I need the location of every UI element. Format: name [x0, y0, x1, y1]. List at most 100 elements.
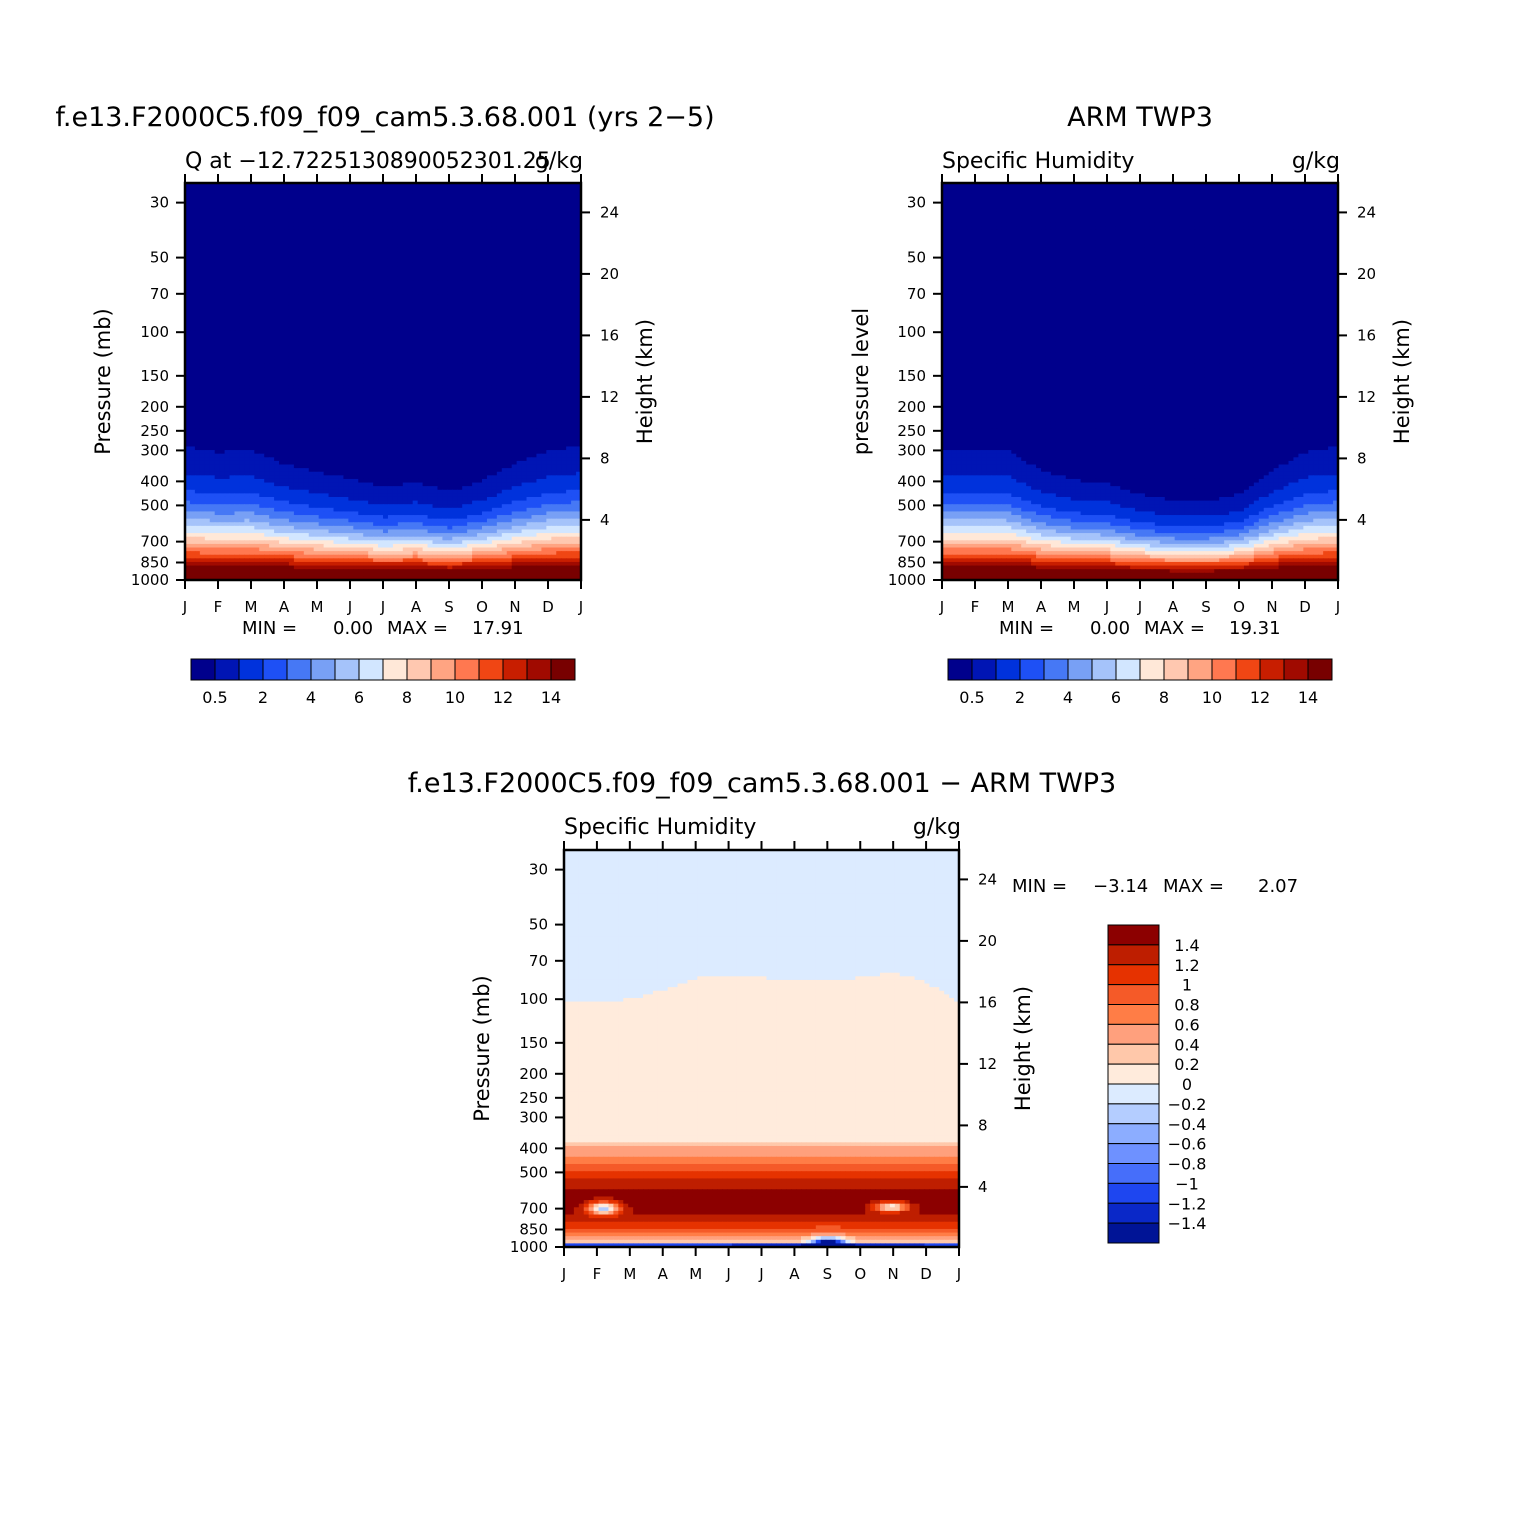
- contour-cell: [229, 392, 236, 397]
- contour-cell: [194, 215, 201, 220]
- contour-cell: [259, 211, 265, 217]
- contour-cell: [348, 323, 354, 328]
- contour-cell: [521, 262, 528, 267]
- contour-cell: [234, 370, 241, 375]
- contour-cell: [402, 222, 409, 227]
- contour-cell: [526, 280, 533, 285]
- contour-cell: [293, 229, 300, 235]
- contour-cell: [308, 215, 315, 220]
- contour-cell: [491, 305, 498, 310]
- contour-cell: [467, 320, 473, 325]
- contour-cell: [511, 298, 518, 303]
- contour-cell: [269, 327, 275, 332]
- contour-cell: [298, 406, 305, 411]
- contour-cell: [338, 215, 344, 220]
- contour-cell: [556, 219, 562, 224]
- contour-cell: [511, 377, 518, 383]
- contour-cell: [194, 399, 201, 404]
- contour-cell: [442, 201, 448, 206]
- contour-cell: [194, 284, 201, 289]
- contour-cell: [526, 287, 533, 292]
- contour-cell: [417, 349, 424, 354]
- contour-cell: [506, 302, 513, 307]
- contour-cell: [368, 262, 374, 267]
- contour-cell: [452, 316, 458, 321]
- contour-cell: [293, 215, 300, 220]
- contour-cell: [323, 352, 330, 357]
- contour-cell: [323, 330, 330, 336]
- contour-cell: [308, 302, 315, 307]
- contour-cell: [477, 323, 483, 328]
- contour-cell: [318, 219, 325, 224]
- contour-cell: [402, 219, 409, 224]
- contour-cell: [427, 215, 434, 220]
- contour-cell: [452, 280, 458, 285]
- contour-cell: [432, 197, 439, 202]
- contour-cell: [368, 359, 374, 365]
- contour-cell: [541, 377, 547, 383]
- contour-cell: [219, 374, 226, 379]
- contour-cell: [323, 211, 330, 217]
- contour-cell: [199, 284, 206, 289]
- contour-cell: [288, 258, 295, 263]
- contour-cell: [244, 330, 250, 336]
- contour-cell: [368, 388, 374, 393]
- contour-cell: [496, 388, 503, 393]
- contour-cell: [417, 327, 424, 332]
- contour-cell: [477, 183, 483, 188]
- contour-cell: [313, 287, 320, 292]
- contour-cell: [214, 229, 221, 235]
- contour-cell: [412, 197, 419, 202]
- contour-cell: [214, 211, 221, 217]
- contour-cell: [189, 262, 196, 267]
- contour-cell: [185, 302, 191, 307]
- contour-cell: [531, 222, 538, 227]
- contour-cell: [353, 222, 359, 227]
- contour-cell: [224, 381, 231, 386]
- contour-cell: [229, 193, 236, 199]
- contour-cell: [506, 251, 513, 256]
- contour-cell: [318, 280, 325, 285]
- contour-cell: [407, 338, 414, 343]
- contour-cell: [486, 338, 493, 343]
- contour-cell: [338, 395, 344, 401]
- contour-cell: [254, 381, 260, 386]
- contour-cell: [303, 215, 310, 220]
- contour-cell: [472, 284, 478, 289]
- contour-cell: [298, 370, 305, 375]
- contour-cell: [308, 370, 315, 375]
- contour-cell: [204, 323, 211, 328]
- contour-cell: [477, 287, 483, 292]
- contour-cell: [269, 406, 275, 411]
- contour-cell: [194, 302, 201, 307]
- contour-cell: [358, 211, 364, 217]
- contour-cell: [561, 262, 567, 267]
- contour-cell: [214, 183, 221, 188]
- contour-cell: [412, 201, 419, 206]
- contour-cell: [561, 247, 567, 253]
- contour-cell: [264, 190, 270, 195]
- contour-cell: [209, 269, 216, 274]
- contour-cell: [556, 305, 562, 310]
- contour-cell: [432, 244, 439, 249]
- contour-cell: [467, 197, 473, 202]
- contour-cell: [526, 291, 533, 296]
- contour-cell: [486, 215, 493, 220]
- contour-cell: [521, 197, 528, 202]
- contour-cell: [254, 269, 260, 274]
- contour-cell: [496, 237, 503, 242]
- contour-cell: [486, 385, 493, 390]
- contour-cell: [551, 284, 557, 289]
- contour-cell: [328, 291, 335, 296]
- contour-cell: [343, 208, 349, 213]
- contour-cell: [189, 284, 196, 289]
- contour-cell: [338, 287, 344, 292]
- contour-cell: [224, 377, 231, 383]
- contour-cell: [422, 244, 429, 249]
- contour-cell: [358, 287, 364, 292]
- contour-cell: [209, 204, 216, 209]
- contour-cell: [526, 330, 533, 336]
- contour-cell: [328, 294, 335, 300]
- contour-cell: [185, 280, 191, 285]
- contour-cell: [427, 352, 434, 357]
